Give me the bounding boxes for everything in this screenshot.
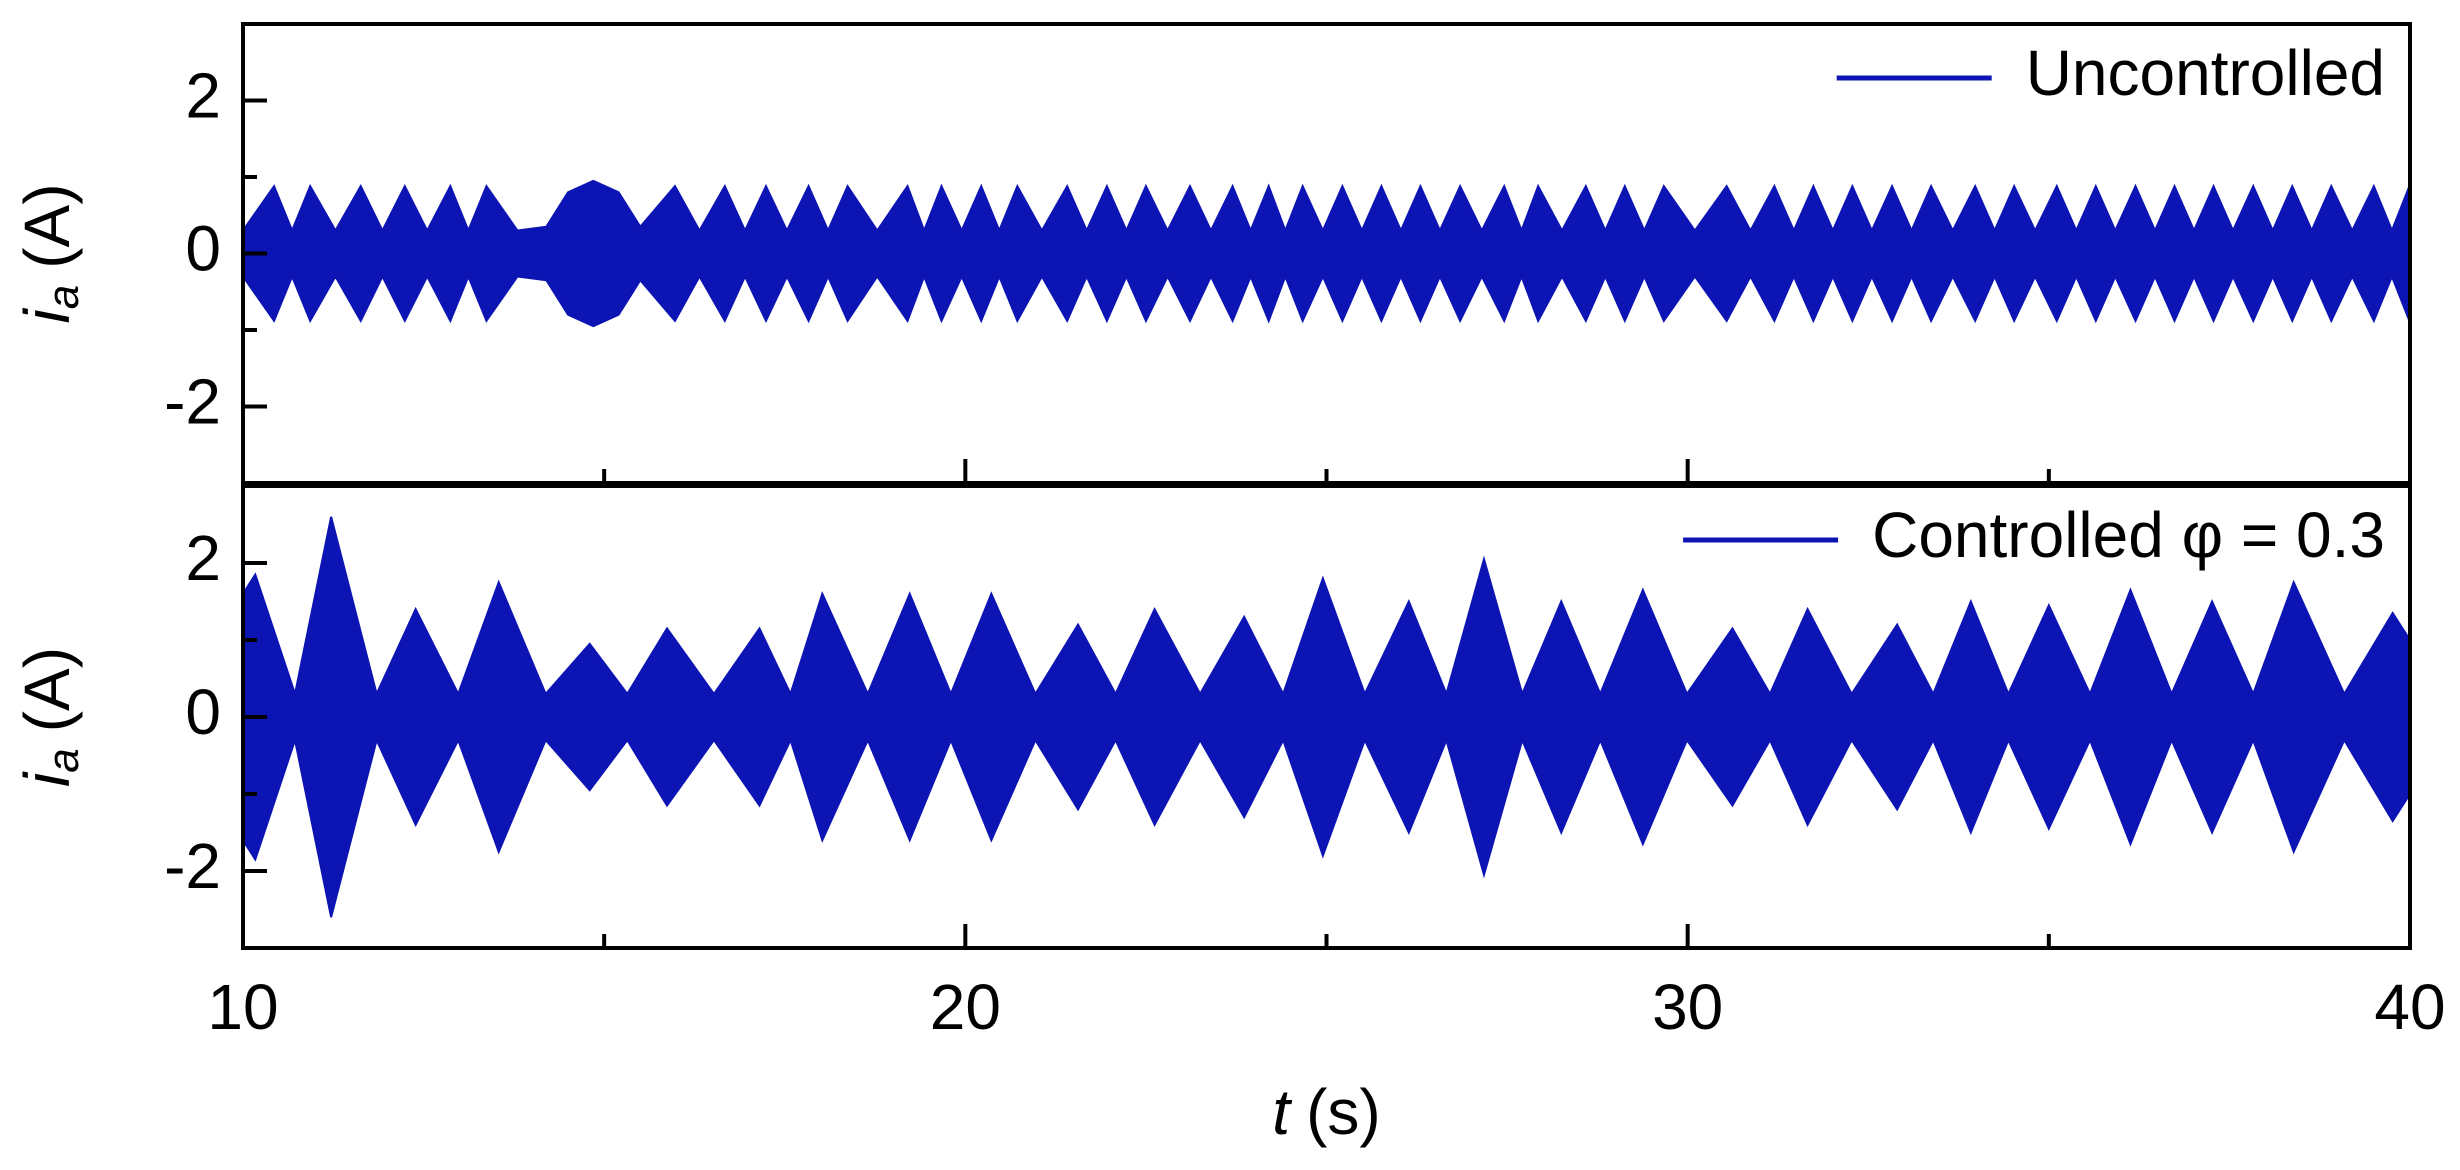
- x-tick-label: 40: [2374, 971, 2445, 1043]
- lower-envelope: [242, 716, 2411, 918]
- x-label-unit: (s): [1306, 1076, 1381, 1148]
- y-tick-label: 2: [185, 522, 221, 594]
- y-tick-label: 0: [185, 212, 221, 284]
- y-label-subscript: a: [39, 748, 88, 772]
- legend-label: Uncontrolled: [2026, 37, 2385, 109]
- lower-envelope: [242, 252, 2411, 328]
- x-tick-label: 30: [1652, 971, 1723, 1043]
- y-axis-label: ia (A): [11, 647, 88, 787]
- y-label-symbol: i: [11, 308, 83, 324]
- y-tick-label: -2: [164, 830, 221, 902]
- legend-label: Controlled φ = 0.3: [1872, 499, 2385, 571]
- x-label-symbol: t: [1272, 1076, 1292, 1148]
- upper-envelope: [242, 179, 2411, 255]
- y-label-subscript: a: [39, 285, 88, 309]
- upper-envelope: [242, 516, 2411, 718]
- x-tick-label: 20: [930, 971, 1001, 1043]
- y-tick-label: -2: [164, 365, 221, 437]
- x-tick-label: 10: [207, 971, 278, 1043]
- y-label-unit: (A): [11, 647, 83, 732]
- y-tick-label: 2: [185, 59, 221, 131]
- y-tick-label: 0: [185, 676, 221, 748]
- y-label-unit: (A): [11, 183, 83, 268]
- x-axis-label: t (s): [1272, 1076, 1380, 1148]
- y-label-symbol: i: [11, 771, 83, 787]
- y-axis-label: ia (A): [11, 183, 88, 323]
